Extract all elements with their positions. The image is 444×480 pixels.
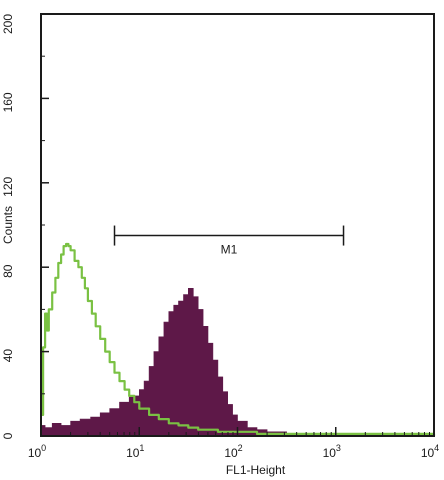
- ticks-layer: 100 101 102 103 104 0 40 80 120 160 200: [1, 13, 439, 460]
- x-tick-label-2: 102: [224, 443, 242, 460]
- x-tick-label-3: 103: [323, 443, 341, 460]
- y-tick-label-1: 40: [1, 349, 15, 363]
- y-tick-label-0: 0: [1, 432, 15, 439]
- marker-label: M1: [221, 243, 238, 257]
- y-tick-label-4: 160: [1, 92, 15, 112]
- x-tick-label-4: 104: [421, 443, 439, 460]
- y-axis-label: Counts: [1, 206, 15, 244]
- series-layer: [40, 242, 436, 437]
- x-tick-label-0: 100: [28, 443, 46, 460]
- series-1-histogram: [41, 242, 436, 436]
- x-axis-label: FL1-Height: [226, 463, 286, 477]
- y-tick-label-3: 120: [1, 176, 15, 196]
- series-0-histogram: [40, 288, 435, 437]
- x-tick-label-1: 101: [126, 443, 144, 460]
- gate-marker: M1: [113, 225, 345, 257]
- y-tick-label-5: 200: [1, 14, 15, 34]
- y-tick-label-2: 80: [1, 264, 15, 278]
- plot-frame: [40, 13, 435, 437]
